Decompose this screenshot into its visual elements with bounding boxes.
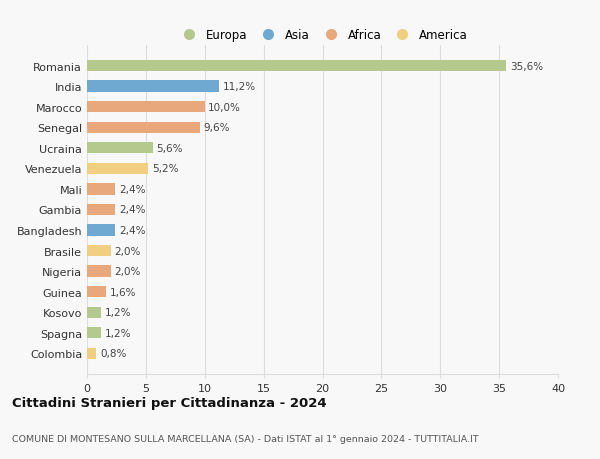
Text: 0,8%: 0,8% xyxy=(100,348,127,358)
Text: Cittadini Stranieri per Cittadinanza - 2024: Cittadini Stranieri per Cittadinanza - 2… xyxy=(12,396,326,409)
Text: 2,4%: 2,4% xyxy=(119,225,145,235)
Bar xyxy=(87,246,110,257)
Text: 2,0%: 2,0% xyxy=(114,246,140,256)
Bar xyxy=(87,286,106,297)
Bar xyxy=(87,163,148,174)
Text: COMUNE DI MONTESANO SULLA MARCELLANA (SA) - Dati ISTAT al 1° gennaio 2024 - TUTT: COMUNE DI MONTESANO SULLA MARCELLANA (SA… xyxy=(12,434,479,442)
Bar xyxy=(87,204,115,216)
Bar xyxy=(87,123,200,134)
Text: 11,2%: 11,2% xyxy=(223,82,256,92)
Bar xyxy=(87,184,115,195)
Legend: Europa, Asia, Africa, America: Europa, Asia, Africa, America xyxy=(174,26,471,45)
Text: 1,2%: 1,2% xyxy=(104,328,131,338)
Text: 10,0%: 10,0% xyxy=(208,102,241,112)
Bar xyxy=(87,102,205,113)
Bar xyxy=(87,348,97,359)
Bar xyxy=(87,81,219,93)
Bar xyxy=(87,225,115,236)
Bar xyxy=(87,61,506,72)
Text: 1,2%: 1,2% xyxy=(104,308,131,318)
Bar xyxy=(87,307,101,318)
Text: 35,6%: 35,6% xyxy=(510,62,543,72)
Text: 5,6%: 5,6% xyxy=(157,144,183,153)
Bar xyxy=(87,327,101,339)
Text: 2,4%: 2,4% xyxy=(119,205,145,215)
Bar xyxy=(87,266,110,277)
Text: 9,6%: 9,6% xyxy=(203,123,230,133)
Text: 5,2%: 5,2% xyxy=(152,164,178,174)
Text: 1,6%: 1,6% xyxy=(109,287,136,297)
Text: 2,4%: 2,4% xyxy=(119,185,145,195)
Bar xyxy=(87,143,153,154)
Text: 2,0%: 2,0% xyxy=(114,267,140,276)
